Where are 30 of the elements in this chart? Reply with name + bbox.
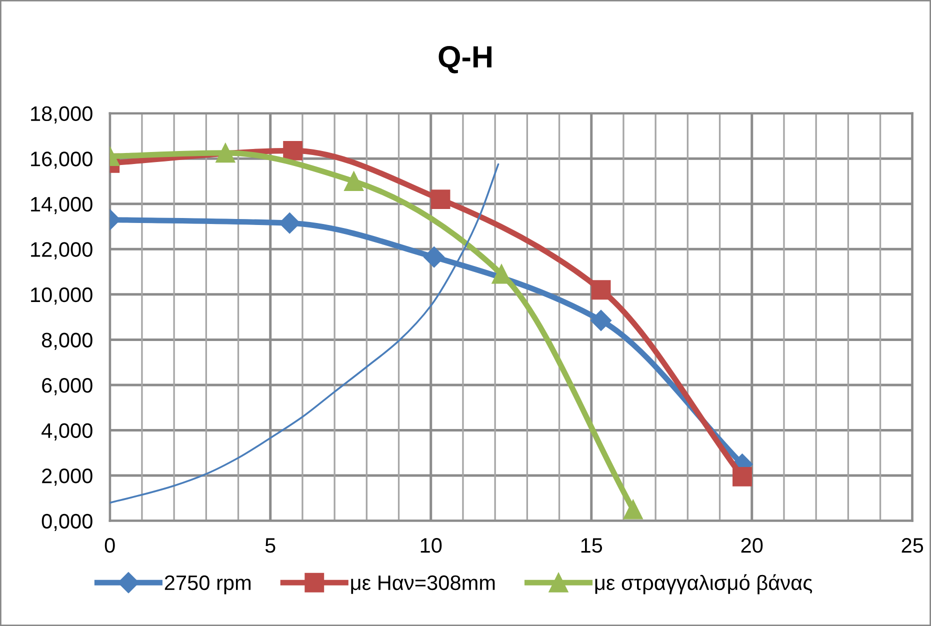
y-tick-label: 0,000 <box>42 514 92 532</box>
point <box>591 280 611 300</box>
point <box>430 190 450 210</box>
point <box>344 172 364 191</box>
y-tick-label: 14,000 <box>31 196 92 214</box>
point <box>623 500 643 520</box>
y-tick-label: 16,000 <box>31 152 92 169</box>
y-tick-label: 12,000 <box>31 242 92 260</box>
x-tick-label: 20 <box>741 538 763 553</box>
point <box>283 140 303 160</box>
point <box>424 246 445 268</box>
x-tick-label: 5 <box>265 538 276 553</box>
legend-label: με στραγγαλισμό βάνας <box>595 574 812 594</box>
point <box>216 143 236 163</box>
x-tick-label: 15 <box>581 538 602 553</box>
point <box>590 310 612 331</box>
point <box>279 212 300 234</box>
y-tick-label: 2,000 <box>42 468 92 486</box>
legend-label: 2750 rpm <box>164 575 251 594</box>
x-tick-label: 10 <box>420 538 442 553</box>
y-tick-label: 8,000 <box>42 332 92 350</box>
y-tick-label: 18,000 <box>31 106 92 124</box>
y-tick-label: 4,000 <box>42 423 92 440</box>
chart-title: Q-H <box>438 46 492 74</box>
legend-label: με Ηαν=308mm <box>351 575 495 594</box>
y-tick-label: 6,000 <box>42 378 92 396</box>
y-tick-label: 10,000 <box>31 287 92 305</box>
x-tick-label: 0 <box>104 538 115 553</box>
point <box>732 466 752 486</box>
x-tick-label: 25 <box>902 538 924 553</box>
